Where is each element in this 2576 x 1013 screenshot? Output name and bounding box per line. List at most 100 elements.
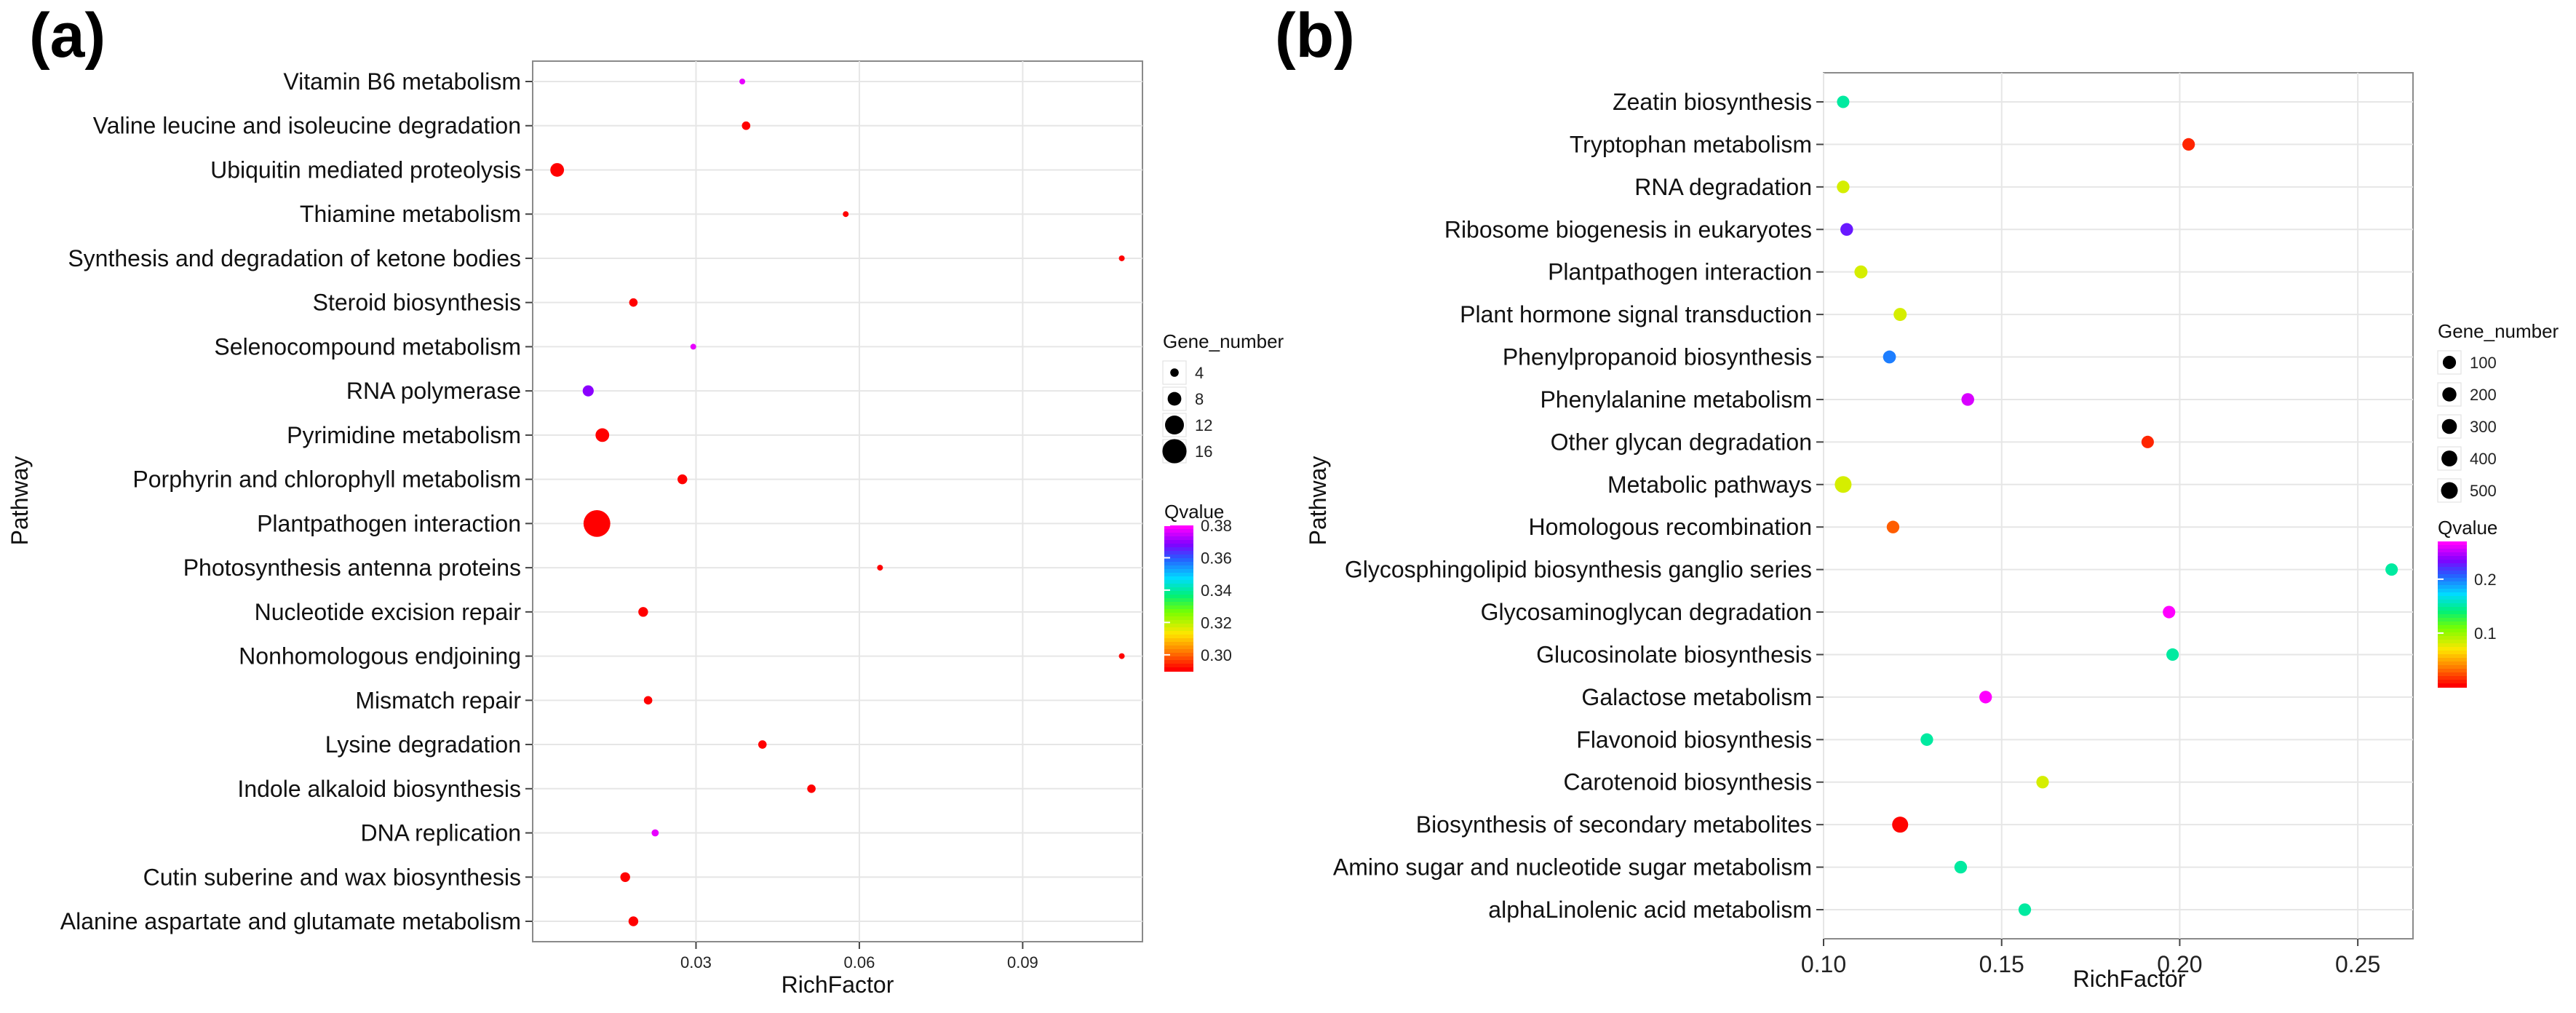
colorbar-segment	[1164, 551, 1193, 555]
colorbar-segment	[1164, 580, 1193, 584]
data-point	[807, 784, 816, 793]
size-legend-label: 300	[2470, 418, 2497, 436]
colorbar-segment	[1164, 645, 1193, 650]
y-category-label: Cutin suberine and wax biosynthesis	[143, 864, 521, 890]
data-point	[1892, 817, 1909, 833]
size-legend-dot	[1170, 368, 1179, 377]
size-legend-label: 100	[2470, 354, 2497, 372]
data-point	[2018, 903, 2032, 916]
gridlines	[1823, 73, 2413, 939]
size-legend-label: 500	[2470, 482, 2497, 500]
y-category-label: Lysine degradation	[325, 731, 521, 758]
panel-a: (a) Alanine aspartate and glutamate metab…	[7, 1, 1284, 998]
colorbar-segment	[1164, 613, 1193, 617]
y-category-label: Metabolic pathways	[1607, 472, 1812, 498]
colorbar-segment	[2438, 625, 2467, 629]
y-category-label: Alanine aspartate and glutamate metaboli…	[60, 908, 521, 934]
size-legend-dot	[2441, 418, 2457, 434]
data-point	[620, 872, 630, 882]
data-point	[628, 916, 639, 926]
y-category-label: Flavonoid biosynthesis	[1576, 726, 1812, 752]
size-legend-dot	[1162, 439, 1187, 464]
y-category-label: Nonhomologous endjoining	[239, 643, 521, 670]
colorbar-segment	[1164, 602, 1193, 606]
size-legend-label: 12	[1195, 416, 1212, 434]
colorbar-segment	[2438, 541, 2467, 546]
colorbar-segment	[2438, 665, 2467, 670]
data-point	[2385, 563, 2398, 576]
colorbar-segment	[2438, 549, 2467, 553]
colorbar-segment	[1164, 587, 1193, 592]
y-category-label: Nucleotide excision repair	[255, 599, 522, 625]
colorbar-tick-label: 0.38	[1201, 517, 1232, 535]
data-point	[758, 740, 767, 749]
data-point	[1954, 860, 1968, 874]
colorbar-segment	[2438, 680, 2467, 684]
data-point	[1893, 308, 1907, 322]
data-point	[690, 343, 696, 350]
size-legend-label: 16	[1195, 442, 1212, 461]
colorbar-segment	[2438, 592, 2467, 597]
y-category-label: Vitamin B6 metabolism	[283, 68, 521, 95]
data-point	[843, 211, 849, 218]
colorbar-segment	[2438, 683, 2467, 688]
colorbar-segment	[2438, 643, 2467, 648]
gridlines	[533, 61, 1142, 942]
data-points	[550, 79, 1125, 926]
data-point	[629, 298, 638, 307]
x-tick-label: 0.20	[2157, 951, 2202, 977]
y-category-label: Ubiquitin mediated proteolysis	[210, 156, 521, 183]
x-tick-label: 0.15	[1979, 951, 2024, 977]
y-category-label: Thiamine metabolism	[300, 201, 521, 227]
colorbar-segment	[1164, 569, 1193, 573]
data-point	[1118, 653, 1125, 659]
colorbar-segment	[2438, 647, 2467, 651]
data-point	[1920, 733, 1933, 746]
colorbar-tick-label: 0.2	[2474, 571, 2497, 589]
colorbar-segment	[1164, 616, 1193, 621]
colorbar-segment	[2438, 600, 2467, 604]
size-legend-label: 400	[2470, 450, 2497, 468]
colorbar-segment	[2438, 556, 2467, 560]
size-legend-title: Gene_number	[1163, 330, 1284, 352]
colorbar-segment	[1164, 533, 1193, 537]
size-legend-title: Gene_number	[2438, 320, 2559, 342]
colorbar-segment	[1164, 591, 1193, 595]
colorbar-segment	[1164, 638, 1193, 643]
colorbar-segment	[2438, 654, 2467, 659]
colorbar-segment	[1164, 558, 1193, 563]
colorbar-segment	[1164, 660, 1193, 664]
colorbar-segment	[2438, 560, 2467, 564]
y-category-label: Synthesis and degradation of ketone bodi…	[68, 245, 521, 271]
colorbar-tick-label: 0.36	[1201, 549, 1232, 567]
x-axis-title: RichFactor	[782, 972, 894, 998]
colorbar-segment	[1164, 609, 1193, 613]
colorbar-segment	[2438, 662, 2467, 666]
y-category-label: Steroid biosynthesis	[313, 290, 521, 316]
color-legend-title: Qvalue	[1164, 501, 1224, 523]
data-point	[2141, 435, 2154, 448]
colorbar-segment	[1164, 656, 1193, 661]
y-category-label: Amino sugar and nucleotide sugar metabol…	[1333, 854, 1812, 881]
size-legend-dot	[1165, 416, 1184, 434]
y-category-label: Phenylalanine metabolism	[1540, 386, 1812, 413]
data-point	[1837, 95, 1850, 108]
data-point	[2163, 605, 2176, 619]
colorbar-segment	[1164, 631, 1193, 635]
size-legend-dot	[1167, 392, 1182, 406]
colorbar-segment	[2438, 552, 2467, 557]
y-category-label: Porphyrin and chlorophyll metabolism	[132, 466, 521, 493]
colorbar-segment	[1164, 525, 1193, 530]
colorbar-segment	[1164, 565, 1193, 570]
colorbar-segment	[2438, 578, 2467, 582]
data-point	[582, 385, 594, 397]
colorbar-segment	[1164, 649, 1193, 654]
colorbar-segment	[1164, 605, 1193, 610]
colorbar-segment	[1164, 627, 1193, 632]
plot-area	[1823, 72, 2414, 939]
x-tick-label: 0.09	[1007, 953, 1038, 972]
x-tick-label: 0.10	[1801, 951, 1846, 977]
y-category-label: RNA polymerase	[346, 378, 521, 404]
size-legend-dot	[2442, 355, 2457, 370]
